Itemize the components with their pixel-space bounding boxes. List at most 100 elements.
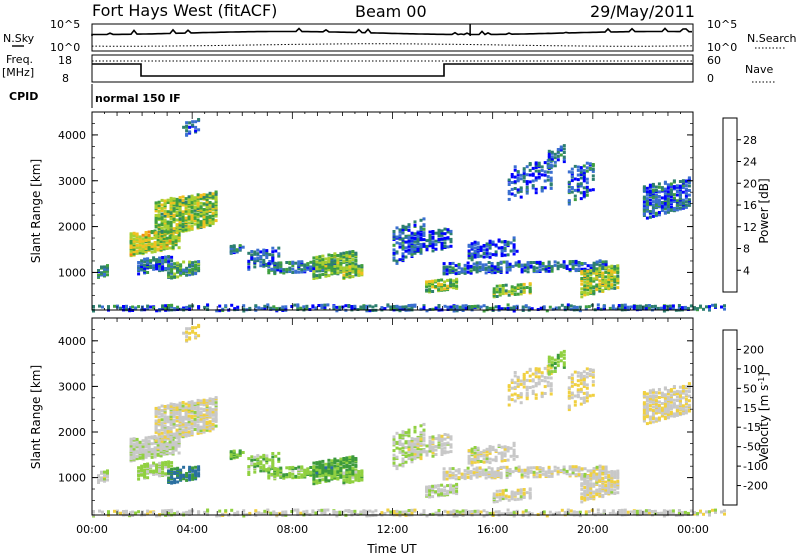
power-cell (592, 290, 596, 293)
power-cell (296, 303, 300, 307)
power-cell (327, 253, 331, 257)
power-cell (428, 284, 432, 288)
power-cell (645, 186, 649, 190)
velocity-cell (330, 468, 334, 472)
power-cell (260, 307, 264, 311)
power-cell (513, 187, 517, 190)
velocity-cell (321, 470, 325, 474)
velocity-cell (160, 412, 164, 416)
power-cell (611, 304, 615, 308)
power-cell (507, 197, 511, 201)
power-cell (401, 244, 405, 248)
velocity-cell (188, 473, 192, 477)
power-cell (665, 304, 669, 308)
power-cell (97, 273, 100, 277)
power-cell (549, 186, 553, 190)
velocity-cell (546, 376, 550, 380)
velocity-cell (208, 406, 212, 410)
velocity-cell (214, 402, 218, 406)
power-cell (327, 256, 331, 260)
velocity-cell (229, 450, 233, 454)
velocity-cell (162, 447, 166, 451)
power-cell (281, 305, 285, 309)
velocity-cell (508, 473, 512, 477)
power-cell (410, 236, 414, 240)
power-cell (500, 240, 504, 244)
velocity-cell (398, 436, 402, 440)
velocity-cell (168, 440, 172, 444)
power-cell (675, 190, 679, 193)
power-cell (505, 268, 509, 272)
velocity-cell (540, 371, 544, 375)
velocity-cell (194, 476, 198, 480)
velocity-cell (197, 334, 201, 338)
power-cell (181, 225, 185, 229)
power-cell (235, 248, 239, 252)
power-cell (431, 230, 435, 233)
power-cell (644, 304, 648, 308)
velocity-cell (160, 418, 164, 422)
velocity-cell (143, 465, 147, 469)
power-cell (333, 252, 337, 256)
velocity-cell (392, 435, 396, 439)
velocity-cell (589, 469, 593, 473)
power-cell (342, 266, 346, 270)
power-cell (155, 263, 159, 267)
power-cell (503, 246, 507, 250)
power-cell (357, 264, 361, 268)
power-cell (598, 279, 602, 283)
power-cell (714, 303, 717, 307)
power-cell (143, 257, 147, 261)
power-cell (585, 181, 589, 185)
power-cell (505, 270, 509, 274)
velocity-cell (401, 459, 405, 463)
power-cell (170, 269, 174, 273)
power-cell (523, 269, 527, 273)
power-cell (191, 272, 195, 276)
power-cell (684, 179, 688, 183)
power-cell (354, 251, 358, 255)
velocity-cell (348, 455, 352, 459)
velocity-cell (511, 470, 515, 474)
power-cell (535, 260, 539, 264)
power-cell (281, 307, 285, 311)
velocity-cell (460, 472, 464, 476)
power-cell (413, 303, 417, 307)
velocity-cell (169, 402, 173, 406)
power-cell (556, 261, 560, 265)
power-cell (663, 210, 667, 214)
power-cell (452, 279, 456, 283)
velocity-cell (153, 455, 157, 459)
velocity-cell (327, 473, 331, 477)
velocity-cell (392, 457, 396, 461)
velocity-cell (413, 449, 417, 453)
power-cell (579, 176, 583, 180)
velocity-cell (181, 430, 185, 434)
velocity-cell (494, 458, 498, 461)
power-cell (425, 309, 429, 313)
power-cell (549, 178, 553, 182)
power-cell (132, 242, 136, 246)
power-cell (687, 189, 691, 192)
power-cell (495, 295, 499, 298)
power-cell (187, 221, 191, 225)
power-cell (422, 231, 426, 235)
power-cell (185, 305, 189, 309)
power-cell (428, 288, 432, 292)
power-cell (582, 177, 586, 181)
power-cell (413, 223, 417, 227)
velocity-cell (357, 479, 361, 483)
power-cell (526, 261, 530, 265)
power-cell (617, 307, 621, 311)
power-cell (457, 262, 461, 266)
power-cell (516, 292, 520, 296)
power-cell (585, 188, 589, 192)
velocity-cell (457, 468, 461, 472)
y-tick-label: 1000 (58, 266, 86, 279)
velocity-cell (262, 466, 266, 470)
velocity-cell (595, 465, 599, 469)
power-cell (500, 249, 504, 253)
velocity-cell (182, 473, 186, 477)
power-cell (570, 167, 574, 171)
velocity-cell (431, 437, 435, 441)
